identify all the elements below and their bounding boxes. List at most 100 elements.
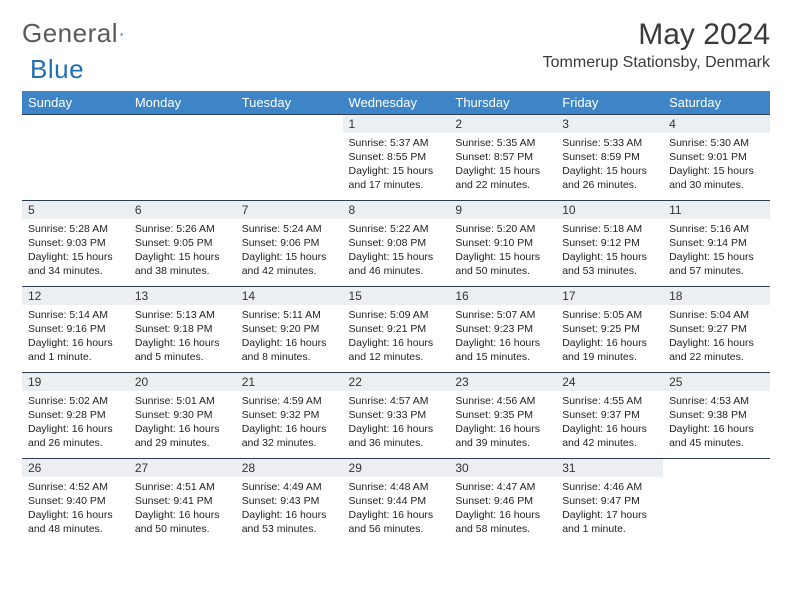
daylight-text: Daylight: 15 hours and 38 minutes. — [135, 250, 230, 278]
weekday-wed: Wednesday — [343, 91, 450, 115]
sunrise-text: Sunrise: 5:09 AM — [349, 308, 444, 322]
day-number: 5 — [22, 201, 129, 219]
daylight-text: Daylight: 15 hours and 42 minutes. — [242, 250, 337, 278]
sunset-text: Sunset: 9:12 PM — [562, 236, 657, 250]
day-info: Sunrise: 5:05 AMSunset: 9:25 PMDaylight:… — [556, 305, 663, 373]
sunrise-text: Sunrise: 4:53 AM — [669, 394, 764, 408]
sunset-text: Sunset: 9:05 PM — [135, 236, 230, 250]
sunrise-text: Sunrise: 5:22 AM — [349, 222, 444, 236]
day-number: 24 — [556, 373, 663, 391]
day-number: 29 — [343, 459, 450, 477]
day-number: 13 — [129, 287, 236, 305]
sunset-text: Sunset: 8:55 PM — [349, 150, 444, 164]
sunrise-text: Sunrise: 5:16 AM — [669, 222, 764, 236]
location: Tommerup Stationsby, Denmark — [543, 54, 770, 72]
sunset-text: Sunset: 9:47 PM — [562, 494, 657, 508]
weekday-fri: Friday — [556, 91, 663, 115]
day-info: Sunrise: 5:20 AMSunset: 9:10 PMDaylight:… — [449, 219, 556, 287]
daylight-text: Daylight: 15 hours and 22 minutes. — [455, 164, 550, 192]
daylight-text: Daylight: 16 hours and 26 minutes. — [28, 422, 123, 450]
day-number — [129, 115, 236, 133]
day-number: 15 — [343, 287, 450, 305]
day-info: Sunrise: 4:49 AMSunset: 9:43 PMDaylight:… — [236, 477, 343, 545]
day-number: 10 — [556, 201, 663, 219]
sunset-text: Sunset: 9:41 PM — [135, 494, 230, 508]
day-number: 28 — [236, 459, 343, 477]
daylight-text: Daylight: 15 hours and 17 minutes. — [349, 164, 444, 192]
day-number: 12 — [22, 287, 129, 305]
daylight-text: Daylight: 16 hours and 19 minutes. — [562, 336, 657, 364]
day-number: 22 — [343, 373, 450, 391]
sunrise-text: Sunrise: 4:49 AM — [242, 480, 337, 494]
daynum-row: 262728293031 — [22, 459, 770, 477]
day-info — [663, 477, 770, 545]
info-row: Sunrise: 5:14 AMSunset: 9:16 PMDaylight:… — [22, 305, 770, 373]
daylight-text: Daylight: 16 hours and 48 minutes. — [28, 508, 123, 536]
info-row: Sunrise: 5:28 AMSunset: 9:03 PM Daylight:… — [22, 219, 770, 287]
sunrise-text: Sunrise: 4:47 AM — [455, 480, 550, 494]
day-number: 1 — [343, 115, 450, 133]
title-block: May 2024 Tommerup Stationsby, Denmark — [543, 18, 770, 72]
day-info: Sunrise: 4:48 AMSunset: 9:44 PMDaylight:… — [343, 477, 450, 545]
day-info — [236, 133, 343, 201]
day-info: Sunrise: 4:47 AMSunset: 9:46 PMDaylight:… — [449, 477, 556, 545]
day-info: Sunrise: 5:11 AMSunset: 9:20 PMDaylight:… — [236, 305, 343, 373]
logo-text-blue: Blue — [30, 54, 84, 85]
info-row: Sunrise: 4:52 AMSunset: 9:40 PMDaylight:… — [22, 477, 770, 545]
day-number: 14 — [236, 287, 343, 305]
daylight-text: Daylight: 16 hours and 12 minutes. — [349, 336, 444, 364]
day-info: Sunrise: 4:56 AMSunset: 9:35 PMDaylight:… — [449, 391, 556, 459]
daylight-text: Daylight: 16 hours and 58 minutes. — [455, 508, 550, 536]
day-number: 25 — [663, 373, 770, 391]
sunrise-text: Sunrise: 4:59 AM — [242, 394, 337, 408]
day-number: 18 — [663, 287, 770, 305]
sunset-text: Sunset: 9:33 PM — [349, 408, 444, 422]
sunrise-text: Sunrise: 5:04 AM — [669, 308, 764, 322]
sunset-text: Sunset: 9:37 PM — [562, 408, 657, 422]
day-info: Sunrise: 5:30 AMSunset: 9:01 PMDaylight:… — [663, 133, 770, 201]
sunrise-text: Sunrise: 4:48 AM — [349, 480, 444, 494]
sunset-text: Sunset: 8:57 PM — [455, 150, 550, 164]
daylight-text: Daylight: 16 hours and 56 minutes. — [349, 508, 444, 536]
sunrise-text: Sunrise: 5:11 AM — [242, 308, 337, 322]
daylight-text: Daylight: 16 hours and 50 minutes. — [135, 508, 230, 536]
day-info: Sunrise: 5:35 AMSunset: 8:57 PMDaylight:… — [449, 133, 556, 201]
sunset-text: Sunset: 9:03 PM — [28, 236, 123, 250]
day-number: 7 — [236, 201, 343, 219]
sunset-text: Sunset: 9:06 PM — [242, 236, 337, 250]
sunrise-text: Sunrise: 5:33 AM — [562, 136, 657, 150]
day-number: 9 — [449, 201, 556, 219]
day-info: Sunrise: 5:14 AMSunset: 9:16 PMDaylight:… — [22, 305, 129, 373]
sunset-text: Sunset: 9:43 PM — [242, 494, 337, 508]
weekday-sat: Saturday — [663, 91, 770, 115]
sunset-text: Sunset: 9:20 PM — [242, 322, 337, 336]
day-info: Sunrise: 5:24 AMSunset: 9:06 PMDaylight:… — [236, 219, 343, 287]
sunrise-text: Sunrise: 4:57 AM — [349, 394, 444, 408]
sunrise-text: Sunrise: 4:52 AM — [28, 480, 123, 494]
day-number: 16 — [449, 287, 556, 305]
sunrise-text: Sunrise: 4:56 AM — [455, 394, 550, 408]
sunrise-text: Sunrise: 5:02 AM — [28, 394, 123, 408]
sunset-text: Sunset: 9:44 PM — [349, 494, 444, 508]
sunset-text: Sunset: 8:59 PM — [562, 150, 657, 164]
sunset-text: Sunset: 9:38 PM — [669, 408, 764, 422]
day-number: 11 — [663, 201, 770, 219]
day-info: Sunrise: 4:53 AMSunset: 9:38 PMDaylight:… — [663, 391, 770, 459]
sunrise-text: Sunrise: 5:37 AM — [349, 136, 444, 150]
sunset-text: Sunset: 9:35 PM — [455, 408, 550, 422]
sunrise-text: Sunrise: 5:28 AM — [28, 222, 123, 236]
day-info: Sunrise: 5:33 AMSunset: 8:59 PMDaylight:… — [556, 133, 663, 201]
daynum-row: 567891011 — [22, 201, 770, 219]
day-info: Sunrise: 5:02 AMSunset: 9:28 PMDaylight:… — [22, 391, 129, 459]
day-number — [22, 115, 129, 133]
weekday-tue: Tuesday — [236, 91, 343, 115]
day-info: Sunrise: 5:37 AMSunset: 8:55 PMDaylight:… — [343, 133, 450, 201]
daylight-text: Daylight: 15 hours and 50 minutes. — [455, 250, 550, 278]
sunrise-text: Sunrise: 5:30 AM — [669, 136, 764, 150]
daylight-text: Daylight: 16 hours and 32 minutes. — [242, 422, 337, 450]
day-number: 26 — [22, 459, 129, 477]
daylight-text: Daylight: 16 hours and 5 minutes. — [135, 336, 230, 364]
day-info: Sunrise: 4:52 AMSunset: 9:40 PMDaylight:… — [22, 477, 129, 545]
daylight-text: Daylight: 16 hours and 1 minute. — [28, 336, 123, 364]
daylight-text: Daylight: 16 hours and 42 minutes. — [562, 422, 657, 450]
